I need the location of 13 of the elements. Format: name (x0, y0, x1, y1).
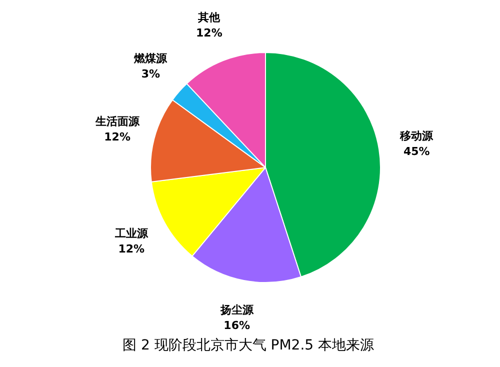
data-label: 3% (141, 68, 160, 81)
data-label: 12% (196, 26, 222, 40)
data-label: 12% (104, 130, 130, 144)
data-label: 16% (224, 319, 250, 332)
slice-label: 生活面源 (94, 115, 140, 128)
slice-label: 工业源 (114, 226, 149, 240)
data-label: 12% (118, 242, 145, 256)
text: 图 2 现阶段北京市大气 PM2.5 本地来源 (122, 338, 374, 354)
slice-label: 扬尘源 (219, 303, 254, 316)
data-label: 45% (403, 144, 430, 158)
slice-label: 其他 (197, 10, 222, 24)
slice-label: 燃煤源 (133, 52, 168, 66)
slice-label: 移动源 (399, 129, 434, 142)
